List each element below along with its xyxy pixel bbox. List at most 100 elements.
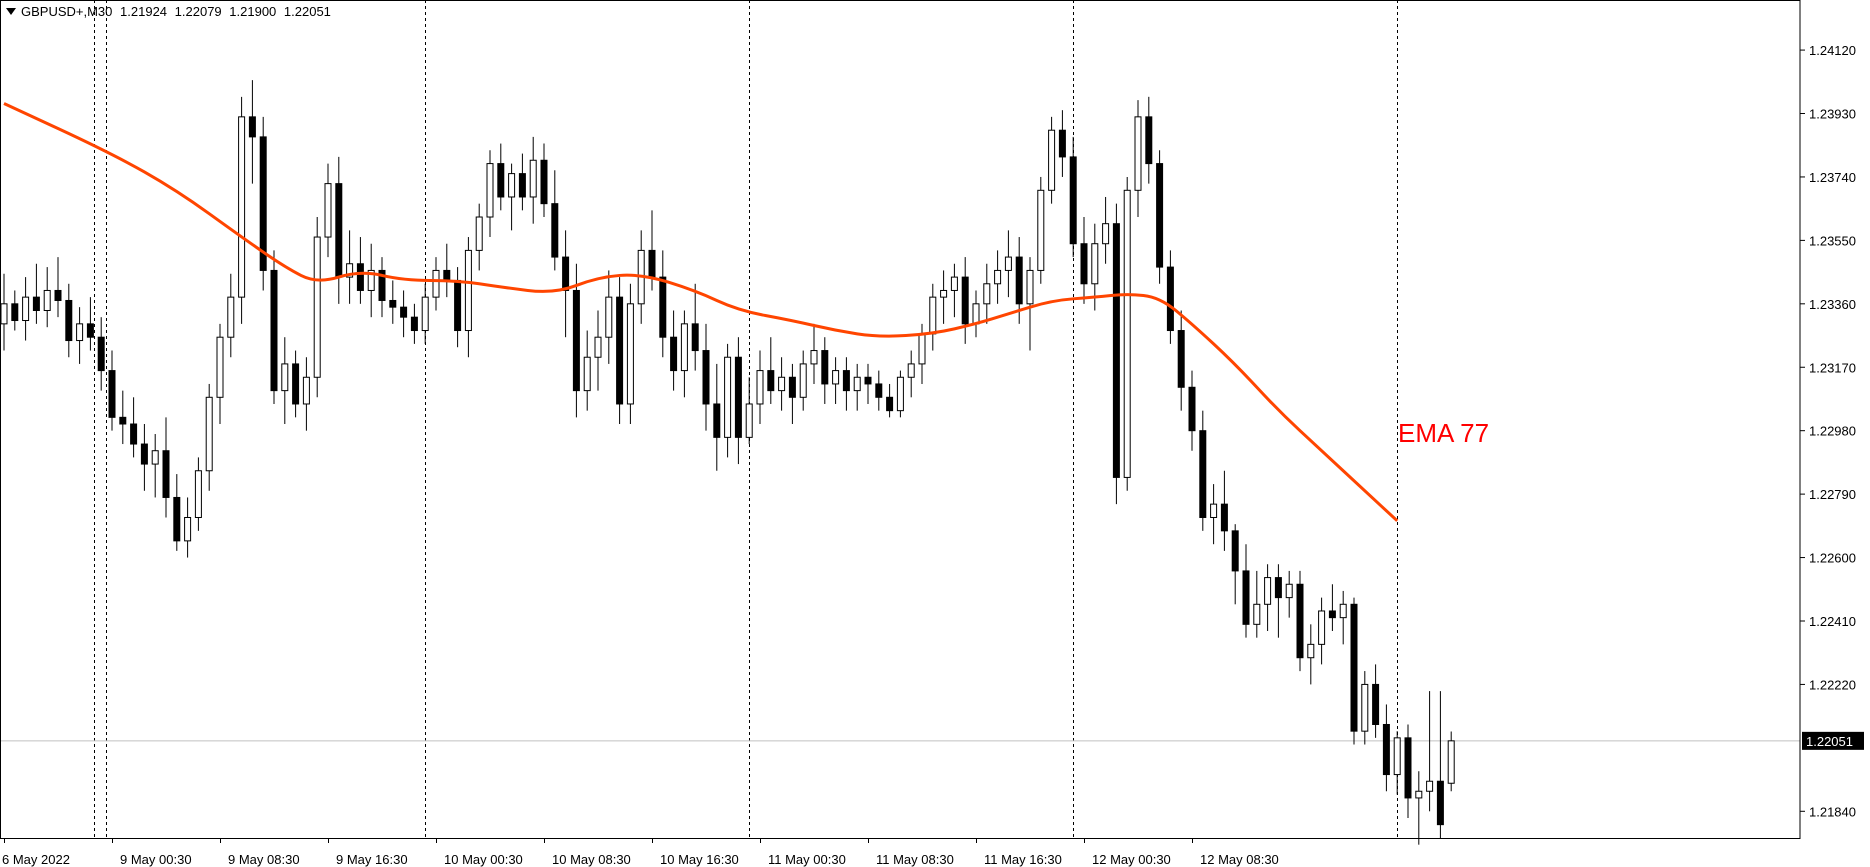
time-tick-label: 6 May 2022 — [2, 852, 70, 867]
candle-body — [1393, 737, 1401, 776]
candle — [1447, 731, 1455, 792]
candle-body — [983, 283, 991, 305]
candle-body — [378, 269, 386, 301]
candle-body — [475, 216, 483, 251]
candle-body — [130, 423, 138, 445]
candle — [680, 310, 688, 398]
candle-body — [400, 306, 408, 318]
time-tick-label: 10 May 16:30 — [660, 852, 739, 867]
candle-body — [648, 249, 656, 278]
candle-body — [1134, 116, 1142, 191]
candle — [270, 250, 278, 404]
candle — [1058, 110, 1066, 177]
time-tick-label: 12 May 00:30 — [1092, 852, 1171, 867]
candle — [281, 337, 289, 425]
candle-body — [1350, 603, 1358, 732]
candle — [1274, 564, 1282, 638]
candle-body — [43, 289, 51, 311]
candle — [724, 343, 732, 458]
candle — [702, 323, 710, 431]
candle-body — [464, 249, 472, 332]
ema-label: EMA 77 — [1398, 418, 1489, 448]
candle — [562, 230, 570, 338]
candle — [313, 217, 321, 398]
candle — [292, 350, 300, 418]
candle-body — [1220, 503, 1228, 532]
open-value: 1.21924 — [120, 4, 168, 19]
candle-body — [583, 356, 591, 392]
candle-body — [259, 136, 267, 271]
candle — [659, 250, 667, 358]
candle-body — [76, 323, 84, 342]
candle — [32, 263, 40, 324]
price-tick-label: 1.23550 — [1809, 233, 1856, 248]
period-separators — [94, 0, 1398, 838]
candle — [864, 363, 872, 404]
candle — [151, 434, 159, 498]
candle-body — [119, 416, 127, 425]
candle — [108, 350, 116, 431]
candle — [518, 153, 526, 211]
candle-body — [1058, 129, 1066, 158]
candle-body — [335, 183, 343, 278]
candle — [842, 357, 850, 411]
candle-body — [1447, 740, 1455, 784]
symbol-header: GBPUSD+,M30 1.21924 1.22079 1.21900 1.22… — [6, 4, 335, 19]
candle-body — [108, 370, 116, 418]
candle — [119, 390, 127, 445]
candle-body — [346, 263, 354, 278]
candle — [1372, 664, 1380, 738]
candle-body — [194, 470, 202, 518]
candle-body — [486, 163, 494, 218]
candle-body — [0, 303, 8, 325]
candle — [1220, 470, 1228, 551]
candle — [886, 383, 894, 418]
candle — [1382, 704, 1390, 792]
candle — [940, 270, 948, 324]
candle-body — [1199, 430, 1207, 518]
candle — [594, 310, 602, 391]
candle-body — [410, 316, 418, 332]
candle — [734, 337, 742, 465]
time-tick-label: 11 May 16:30 — [984, 852, 1062, 867]
time-tick-label: 10 May 08:30 — [552, 852, 631, 867]
candle-body — [1296, 583, 1304, 659]
candle — [1296, 570, 1304, 672]
candle-body — [799, 363, 807, 398]
candle-body — [1037, 189, 1045, 271]
candle-body — [1004, 256, 1012, 271]
candle-body — [497, 163, 505, 198]
candle — [443, 243, 451, 298]
candle-body — [162, 450, 170, 498]
chart-menu-triangle-icon[interactable] — [6, 8, 16, 15]
candle — [1177, 310, 1185, 411]
candle-body — [97, 336, 105, 372]
candle-body — [724, 356, 732, 438]
candle — [421, 283, 429, 344]
candle — [670, 310, 678, 391]
candle-body — [929, 296, 937, 335]
candle-body — [518, 173, 526, 198]
candle — [1102, 196, 1110, 264]
candle-body — [994, 269, 1002, 285]
time-tick-label: 11 May 08:30 — [876, 852, 954, 867]
candle-body — [151, 450, 159, 465]
candle — [896, 370, 904, 418]
candle-body — [1177, 330, 1185, 388]
candle — [788, 363, 796, 425]
candle — [1145, 96, 1153, 184]
low-value: 1.21900 — [229, 4, 277, 19]
candle — [400, 290, 408, 338]
candle — [1231, 524, 1239, 605]
candle-body — [540, 159, 548, 205]
candle-body — [950, 276, 958, 291]
candle-body — [1102, 223, 1110, 245]
candle-body — [270, 269, 278, 392]
candle — [1188, 370, 1196, 451]
price-tick-label: 1.23170 — [1809, 360, 1856, 375]
candle-body — [216, 336, 224, 398]
candle-body — [1382, 723, 1390, 776]
candle-body — [313, 236, 321, 378]
candlesticks — [0, 80, 1455, 845]
